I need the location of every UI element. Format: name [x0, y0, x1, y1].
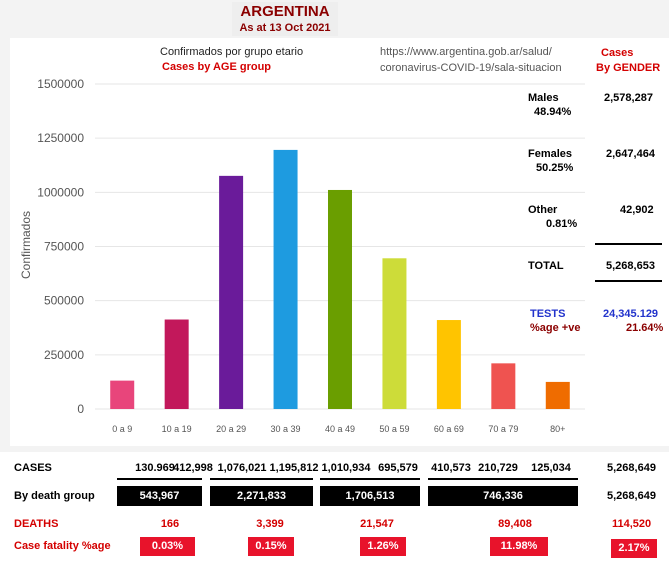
deaths-4: 89,408: [498, 518, 532, 530]
gender-pct-males: 48.94%: [534, 106, 572, 118]
x-tick-label: 10 a 19: [162, 424, 192, 434]
y-tick-label: 1500000: [37, 77, 84, 91]
gender-label-males: Males: [528, 92, 559, 104]
cfr-3: 1.26%: [360, 537, 406, 556]
deaths-2: 3,399: [256, 518, 284, 530]
bar-0-a-9[interactable]: [110, 380, 135, 409]
source-line-2: coronavirus-COVID-19/sala-situacion: [380, 62, 562, 74]
total-rule: [595, 243, 662, 245]
y-tick-label: 1250000: [37, 131, 84, 145]
cases-cell: 130.969: [135, 462, 175, 474]
y-tick-label: 750000: [44, 240, 84, 254]
gender-label-other: Other: [528, 204, 558, 216]
gender-pct-females: 50.25%: [536, 162, 574, 174]
as-at-date: As at 13 Oct 2021: [239, 22, 331, 34]
y-tick-label: 250000: [44, 348, 84, 362]
y-axis-label: Confirmados: [19, 211, 33, 279]
deaths-total: 114,520: [612, 518, 652, 530]
group-rule-4: [428, 478, 578, 480]
deaths-row-label: DEATHS: [14, 518, 59, 530]
cases-cell: 1,195,812: [269, 462, 319, 474]
tests-value: 24,345.129: [603, 308, 659, 320]
tests-label: TESTS: [530, 308, 566, 320]
bar-70-a-79[interactable]: [491, 363, 516, 409]
page-title: ARGENTINA: [240, 3, 330, 20]
positivity-value: 21.64%: [626, 322, 664, 334]
bar-10-a-19[interactable]: [164, 319, 189, 409]
cases-row-label: CASES: [14, 462, 52, 474]
bar-60-a-69[interactable]: [436, 320, 461, 409]
group-rule-3: [320, 478, 420, 480]
group-rule-1: [117, 478, 202, 480]
positivity-label: %age +ve: [530, 322, 581, 334]
death-group-total: 5,268,649: [607, 490, 656, 502]
cfr-row-label: Case fatality %age: [14, 540, 111, 552]
y-tick-label: 500000: [44, 294, 84, 308]
cases-cell: 410,573: [431, 462, 471, 474]
x-tick-label: 80+: [550, 424, 565, 434]
deaths-3: 21,547: [360, 518, 394, 530]
source-line-1: https://www.argentina.gob.ar/salud/: [380, 46, 552, 58]
cases-cell: 125,034: [531, 462, 571, 474]
cases-total: 5,268,649: [607, 462, 656, 474]
bar-30-a-39[interactable]: [273, 149, 298, 409]
total-rule-bottom: [595, 280, 662, 282]
death-group-4: 746,336: [428, 486, 578, 506]
summary-table: [0, 452, 669, 588]
deaths-1: 166: [160, 518, 180, 530]
cfr-1: 0.03%: [140, 537, 195, 556]
gender-value-females: 2,647,464: [606, 148, 655, 160]
bar-chart: 0 250000 500000 750000 1000000 1250000 1500000…: [19, 77, 585, 434]
bar-20-a-29[interactable]: [219, 175, 244, 409]
cases-cell: 210,729: [478, 462, 518, 474]
gender-panel: [520, 38, 669, 446]
total-label: TOTAL: [528, 260, 564, 272]
title-box: ARGENTINA As at 13 Oct 2021: [232, 2, 338, 36]
gender-value-other: 42,902: [620, 204, 654, 216]
x-tick-label: 30 a 39: [271, 424, 301, 434]
total-value: 5,268,653: [606, 260, 655, 272]
gender-heading-2: By GENDER: [596, 62, 661, 74]
gender-pct-other: 0.81%: [546, 218, 578, 230]
x-tick-label: 70 a 79: [488, 424, 518, 434]
cfr-2: 0.15%: [248, 537, 294, 556]
death-group-label: By death group: [14, 490, 95, 502]
gender-label-females: Females: [528, 148, 573, 160]
cases-cell: 1,076,021: [217, 462, 267, 474]
gender-value-males: 2,578,287: [604, 92, 653, 104]
x-tick-label: 0 a 9: [112, 424, 132, 434]
cases-cell: 695,579: [378, 462, 418, 474]
bar-80plus[interactable]: [545, 381, 570, 409]
gender-heading-1: Cases: [601, 47, 634, 59]
bar-40-a-49[interactable]: [328, 189, 352, 409]
x-tick-label: 50 a 59: [379, 424, 409, 434]
x-tick-label: 20 a 29: [216, 424, 246, 434]
y-tick-label: 1000000: [37, 185, 84, 199]
chart-title-en: Cases by AGE group: [162, 61, 272, 73]
group-rule-2: [210, 478, 313, 480]
chart-title-es: Confirmados por grupo etario: [160, 46, 304, 58]
death-group-3: 1,706,513: [320, 486, 420, 506]
death-group-2: 2,271,833: [210, 486, 313, 506]
x-tick-label: 40 a 49: [325, 424, 355, 434]
y-tick-label: 0: [77, 402, 84, 416]
cases-cell: 1,010,934: [321, 462, 371, 474]
cfr-4: 11.98%: [490, 537, 548, 556]
x-tick-label: 60 a 69: [434, 424, 464, 434]
cfr-total: 2.17%: [611, 539, 657, 558]
bar-50-a-59[interactable]: [382, 258, 407, 409]
cases-cell: 412,998: [173, 462, 213, 474]
death-group-1: 543,967: [117, 486, 202, 506]
